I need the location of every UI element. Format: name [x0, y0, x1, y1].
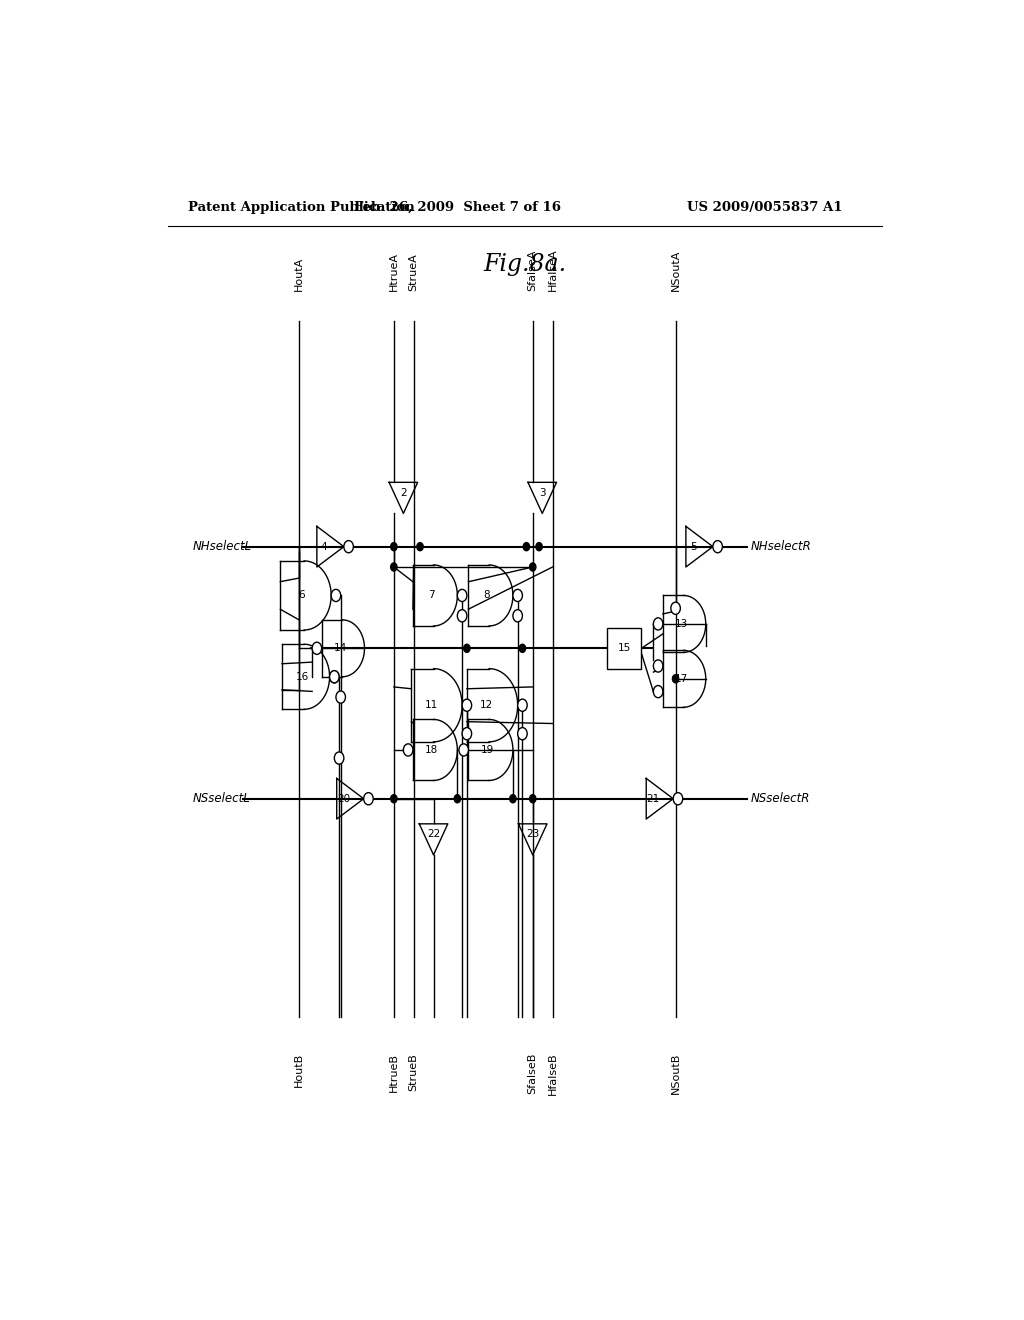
- Text: HtrueA: HtrueA: [389, 252, 399, 290]
- Text: 15: 15: [617, 643, 631, 653]
- Circle shape: [518, 727, 527, 739]
- Text: 6: 6: [298, 590, 305, 601]
- Circle shape: [529, 795, 536, 803]
- Text: 18: 18: [425, 744, 438, 755]
- Circle shape: [462, 727, 472, 739]
- Circle shape: [653, 685, 663, 698]
- Circle shape: [330, 671, 339, 682]
- Text: 19: 19: [480, 744, 494, 755]
- Circle shape: [391, 562, 397, 572]
- Circle shape: [673, 675, 679, 682]
- Text: 20: 20: [337, 793, 350, 804]
- Text: 22: 22: [427, 829, 440, 840]
- Circle shape: [331, 589, 341, 602]
- Text: US 2009/0055837 A1: US 2009/0055837 A1: [687, 201, 842, 214]
- Circle shape: [518, 700, 527, 711]
- Text: 21: 21: [647, 793, 660, 804]
- Text: SfalseB: SfalseB: [527, 1053, 538, 1094]
- Text: 7: 7: [428, 590, 435, 601]
- Text: 5: 5: [690, 541, 696, 552]
- Text: HoutB: HoutB: [294, 1053, 304, 1088]
- Circle shape: [417, 543, 423, 550]
- Circle shape: [713, 541, 722, 553]
- Circle shape: [335, 752, 344, 764]
- Text: HtrueB: HtrueB: [389, 1053, 399, 1092]
- Text: Fig.8a.: Fig.8a.: [483, 252, 566, 276]
- Text: HfalseA: HfalseA: [548, 248, 558, 290]
- Text: NSselectR: NSselectR: [751, 792, 810, 805]
- Circle shape: [391, 543, 397, 550]
- Text: 2: 2: [400, 488, 407, 498]
- Circle shape: [462, 700, 472, 711]
- Circle shape: [671, 602, 680, 614]
- Text: 17: 17: [675, 673, 688, 684]
- Text: 4: 4: [321, 541, 328, 552]
- Circle shape: [513, 610, 522, 622]
- Circle shape: [510, 795, 516, 803]
- Text: NHselectL: NHselectL: [194, 540, 252, 553]
- Circle shape: [536, 543, 543, 550]
- Text: NSoutB: NSoutB: [671, 1053, 681, 1094]
- Circle shape: [336, 690, 345, 704]
- Text: 3: 3: [539, 488, 546, 498]
- Circle shape: [653, 660, 663, 672]
- Text: 8: 8: [483, 590, 490, 601]
- Circle shape: [653, 618, 663, 630]
- Circle shape: [391, 795, 397, 803]
- Circle shape: [459, 744, 468, 756]
- Circle shape: [330, 671, 339, 682]
- Text: NSoutA: NSoutA: [671, 249, 681, 290]
- Circle shape: [673, 792, 683, 805]
- Text: StrueA: StrueA: [409, 253, 419, 290]
- Text: HoutA: HoutA: [294, 256, 304, 290]
- Circle shape: [403, 744, 413, 756]
- Circle shape: [364, 792, 373, 805]
- Text: NSselectL: NSselectL: [194, 792, 251, 805]
- Circle shape: [344, 541, 353, 553]
- Circle shape: [513, 589, 522, 602]
- Text: HfalseB: HfalseB: [548, 1053, 558, 1096]
- Circle shape: [458, 610, 467, 622]
- Text: SfalseA: SfalseA: [527, 249, 538, 290]
- Circle shape: [529, 562, 536, 572]
- Circle shape: [523, 543, 529, 550]
- Circle shape: [519, 644, 525, 652]
- Text: 16: 16: [295, 672, 308, 681]
- Text: 11: 11: [425, 700, 438, 710]
- Circle shape: [312, 643, 322, 655]
- Text: Patent Application Publication: Patent Application Publication: [187, 201, 415, 214]
- Text: 23: 23: [526, 829, 540, 840]
- Text: Feb. 26, 2009  Sheet 7 of 16: Feb. 26, 2009 Sheet 7 of 16: [354, 201, 561, 214]
- Circle shape: [455, 795, 461, 803]
- Text: 12: 12: [480, 700, 494, 710]
- Text: 14: 14: [334, 643, 347, 653]
- Text: NHselectR: NHselectR: [751, 540, 812, 553]
- Circle shape: [458, 589, 467, 602]
- Text: StrueB: StrueB: [409, 1053, 419, 1090]
- Bar: [606, 628, 641, 669]
- Text: 13: 13: [675, 619, 688, 628]
- Circle shape: [464, 644, 470, 652]
